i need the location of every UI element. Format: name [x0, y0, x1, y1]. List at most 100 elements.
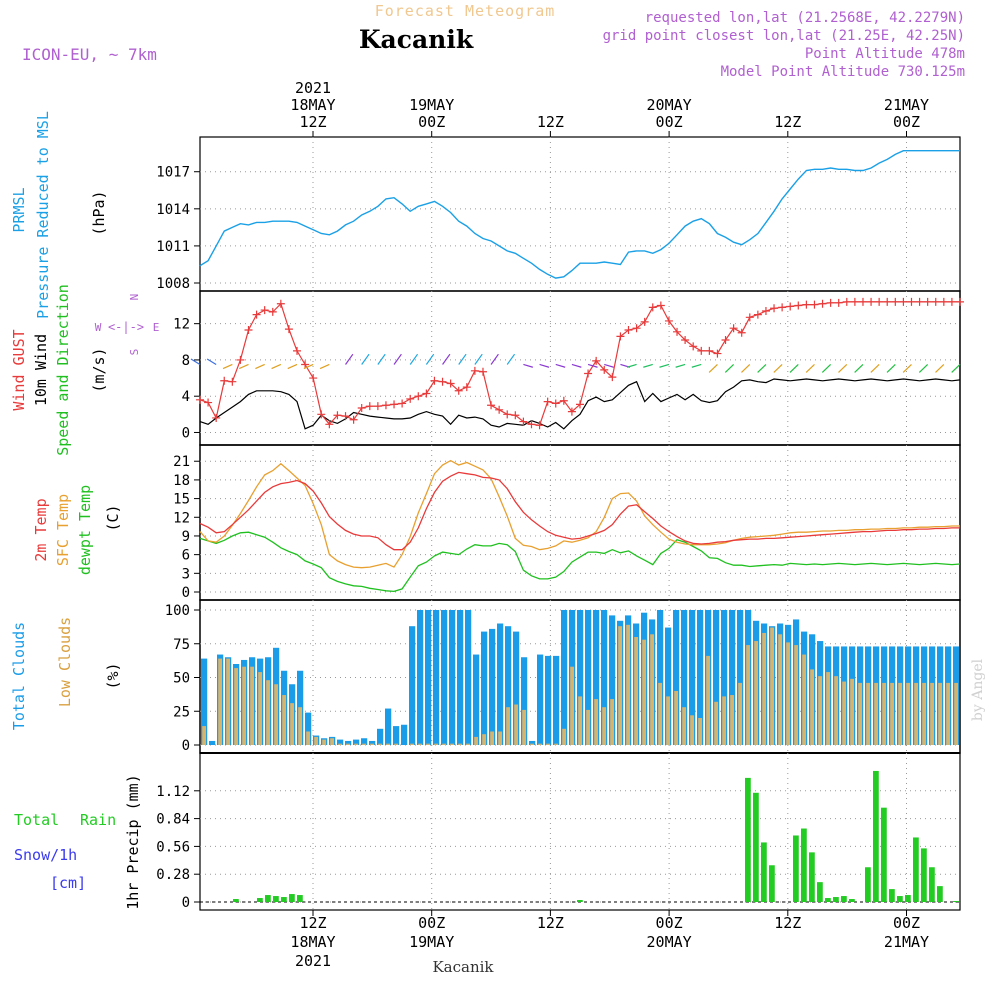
gust-marker — [616, 332, 625, 341]
gust-marker — [939, 297, 948, 306]
gust-marker — [705, 346, 714, 355]
y-tick-label: 18 — [173, 473, 190, 489]
low-cloud-bar — [298, 707, 303, 745]
bottom-time-label: 00Z — [893, 914, 920, 932]
low-cloud-bar — [242, 666, 247, 745]
gust-marker — [802, 300, 811, 309]
gust-marker — [220, 376, 229, 385]
gust-marker — [664, 316, 673, 325]
low-clouds-label: Low Clouds — [56, 617, 74, 707]
gust-marker — [228, 377, 237, 386]
gust-marker — [867, 297, 876, 306]
bottom-time-label: 12Z — [537, 914, 564, 932]
pressure-panel: 1008 1011 1014 1017 — [156, 136, 961, 292]
low-cloud-bar — [658, 682, 663, 745]
bottom-time-label: 21MAY — [884, 933, 929, 951]
rain-bar — [769, 865, 775, 902]
gust-marker — [381, 401, 390, 410]
gust-marker — [301, 360, 310, 369]
gust-marker — [527, 420, 536, 429]
low-cloud-bar — [250, 666, 255, 745]
precip-snow-label: Snow/1h — [14, 846, 77, 864]
y-tick-label: 0.84 — [156, 812, 190, 828]
total-cloud-bar — [345, 740, 352, 745]
low-cloud-bar — [850, 678, 855, 745]
wind-arrow — [724, 364, 735, 373]
gust-marker — [899, 297, 908, 306]
total-cloud-bar — [385, 708, 392, 745]
low-cloud-bar — [274, 684, 279, 745]
pressure-unit: (hPa) — [90, 190, 108, 235]
gust-marker — [842, 297, 851, 306]
gust-marker — [519, 417, 528, 426]
low-cloud-bar — [642, 639, 647, 745]
panel-frame — [199, 290, 961, 446]
wind-arrow — [319, 363, 330, 370]
low-cloud-bar — [706, 655, 711, 745]
total-cloud-bar — [585, 610, 592, 745]
rain-bar — [841, 896, 847, 902]
low-cloud-bar — [914, 682, 919, 745]
total-cloud-bar — [665, 627, 672, 745]
rain-bar — [937, 886, 943, 902]
gust-marker — [293, 346, 302, 355]
gust-marker — [584, 369, 593, 378]
low-cloud-bar — [826, 672, 831, 745]
gust-marker — [365, 402, 374, 411]
total-cloud-bar — [553, 655, 560, 745]
wind-arrow — [442, 353, 451, 365]
temp-sfc-label: SFC Temp — [54, 494, 72, 566]
top-time-label: 18MAY — [290, 96, 335, 114]
y-tick-label: 75 — [173, 637, 190, 653]
gust-marker — [204, 398, 213, 407]
gust-marker — [761, 306, 770, 315]
rain-bar — [929, 867, 935, 902]
point-altitude: Point Altitude 478m — [805, 46, 965, 62]
total-cloud-bar — [209, 740, 216, 745]
gust-marker — [236, 355, 245, 364]
gust-marker — [462, 383, 471, 392]
gust-marker — [745, 313, 754, 322]
gust-marker — [778, 303, 787, 312]
temp-2m-label: 2m Temp — [32, 498, 50, 561]
gust-marker — [212, 413, 221, 422]
low-cloud-bar — [578, 696, 583, 745]
clouds-unit: (%) — [104, 662, 122, 689]
low-cloud-bar — [546, 743, 551, 745]
panel-frame — [199, 752, 961, 911]
y-tick-label: 9 — [182, 529, 190, 545]
low-cloud-bar — [682, 707, 687, 745]
y-tick-label: 12 — [173, 317, 190, 333]
gust-marker — [567, 407, 576, 416]
gust-marker — [632, 324, 641, 333]
gust-marker — [325, 420, 334, 429]
gust-marker — [430, 376, 439, 385]
wind-gust-label: Wind GUST — [10, 329, 28, 410]
total-cloud-bar — [441, 610, 448, 745]
total-cloud-bar — [545, 655, 552, 745]
low-cloud-bar — [786, 642, 791, 745]
wind-arrow — [773, 364, 783, 373]
low-cloud-bar — [746, 645, 751, 745]
top-time-label: 00Z — [893, 113, 920, 131]
wind-arrow — [458, 353, 467, 365]
gust-marker — [721, 335, 730, 344]
gust-marker — [268, 307, 277, 316]
low-cloud-bar — [930, 682, 935, 745]
clouds-panel: 0 25 50 75 100 — [165, 599, 961, 754]
rain-bar — [233, 899, 239, 902]
gust-marker — [559, 396, 568, 405]
gust-marker — [810, 300, 819, 309]
rain-bar — [257, 898, 263, 902]
temp-dew-label: dewpt Temp — [76, 485, 94, 575]
low-cloud-bar — [954, 682, 959, 745]
credit-watermark: by Angel — [970, 658, 986, 721]
y-tick-label: 12 — [173, 510, 190, 526]
low-cloud-bar — [730, 695, 735, 745]
wind-arrow — [854, 364, 864, 373]
low-cloud-bar — [418, 743, 423, 745]
gust-marker — [673, 327, 682, 336]
rain-bar — [921, 848, 927, 902]
wind-arrow — [190, 358, 201, 365]
y-tick-label: 0.28 — [156, 867, 190, 883]
